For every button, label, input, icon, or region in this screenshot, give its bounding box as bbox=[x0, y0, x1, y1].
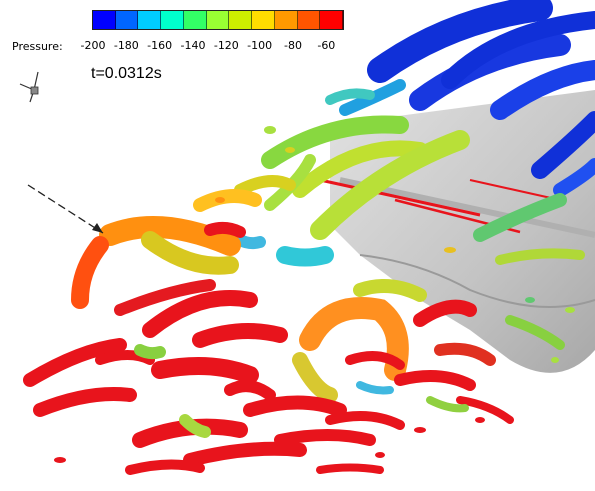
time-label: t=0.0312s bbox=[91, 65, 162, 82]
colorbar-tick-label: -80 bbox=[284, 39, 302, 52]
axis-triad-icon bbox=[19, 71, 39, 103]
colorbar-tick-label: -200 bbox=[80, 39, 106, 52]
pressure-legend-title: Pressure: bbox=[12, 40, 63, 53]
vortex-tube bbox=[441, 11, 595, 89]
colorbar-segment bbox=[93, 11, 116, 29]
vortex-tube bbox=[409, 34, 571, 111]
vortex-tube bbox=[339, 79, 406, 116]
vortex-tube bbox=[179, 414, 211, 438]
colorbar-segment bbox=[229, 11, 253, 29]
vortex-tube bbox=[192, 323, 288, 348]
arrow-head-icon bbox=[92, 223, 103, 233]
vortex-tube bbox=[356, 381, 394, 395]
colorbar-tick-label: -120 bbox=[213, 39, 239, 52]
vortex-tube bbox=[204, 221, 246, 238]
surface-streak bbox=[319, 178, 481, 217]
body-edge bbox=[359, 254, 595, 309]
vortex-tube bbox=[261, 115, 409, 169]
vortex-tube bbox=[99, 216, 241, 256]
colorbar-tick-label: -160 bbox=[147, 39, 173, 52]
vortex-tube bbox=[114, 279, 216, 316]
colorbar-tick-label: -140 bbox=[180, 39, 206, 52]
vortex-tube bbox=[367, 0, 553, 83]
vortex-tube bbox=[505, 315, 565, 350]
vortex-tube bbox=[243, 395, 347, 417]
vortex-tube bbox=[495, 248, 585, 265]
vortex-tube bbox=[325, 411, 405, 430]
colorbar-tick-label: -100 bbox=[247, 39, 273, 52]
vortex-tube bbox=[23, 338, 127, 387]
colorbar-segment bbox=[320, 11, 343, 29]
pressure-legend: Pressure: -200 -180 -160 -140 -120 -100 -80 -60 bbox=[0, 0, 360, 60]
pressure-colorbar bbox=[92, 10, 344, 30]
vortex-tube bbox=[234, 234, 266, 250]
vortex-tube bbox=[71, 236, 109, 309]
colorbar-segment bbox=[138, 11, 162, 29]
vortex-fragments bbox=[54, 126, 575, 463]
vortex-tube bbox=[292, 140, 428, 198]
vortex-tube bbox=[316, 463, 384, 474]
vortex-tube bbox=[292, 352, 338, 403]
vortex-tube bbox=[456, 396, 514, 424]
vortex-tube bbox=[426, 396, 469, 413]
colorbar-segment bbox=[161, 11, 184, 29]
colorbar-segment bbox=[274, 11, 298, 29]
vortex-tube bbox=[490, 60, 595, 120]
vortex-tube bbox=[224, 380, 276, 401]
vortex-tube bbox=[264, 154, 316, 211]
vortex-tube bbox=[142, 290, 258, 338]
vortex-tube bbox=[234, 175, 296, 196]
colorbar-tick-label: -180 bbox=[113, 39, 139, 52]
vortex-tube bbox=[345, 351, 405, 370]
vortex-tube bbox=[531, 111, 595, 179]
colorbar-tick-label: -60 bbox=[317, 39, 336, 52]
colorbar-segment bbox=[252, 11, 275, 29]
surface-streak bbox=[469, 179, 561, 201]
vortex-tube bbox=[394, 370, 476, 391]
vortex-tube bbox=[473, 193, 567, 242]
vortex-tube bbox=[33, 387, 137, 417]
vortex-tube bbox=[353, 279, 427, 302]
vortex-tube bbox=[141, 231, 239, 275]
vortex-tube bbox=[310, 130, 470, 240]
colorbar-segment bbox=[115, 11, 139, 29]
vortex-tube bbox=[151, 357, 259, 384]
vortex-tube bbox=[125, 459, 205, 475]
vortex-tube bbox=[183, 441, 307, 467]
vortex-tube bbox=[413, 299, 477, 327]
vortex-tube bbox=[434, 342, 496, 366]
vortex-tube bbox=[276, 246, 334, 267]
colorbar-segment bbox=[183, 11, 207, 29]
vortex-tube bbox=[299, 297, 409, 381]
colorbar-segment bbox=[206, 11, 230, 29]
vortex-tube bbox=[134, 344, 166, 360]
vortex-tube bbox=[193, 189, 262, 212]
vortex-tube bbox=[325, 88, 375, 105]
vortex-tube bbox=[274, 429, 376, 446]
flow-direction-arrow bbox=[27, 184, 104, 234]
colorbar-segment bbox=[297, 11, 321, 29]
vortex-tube bbox=[553, 158, 595, 197]
